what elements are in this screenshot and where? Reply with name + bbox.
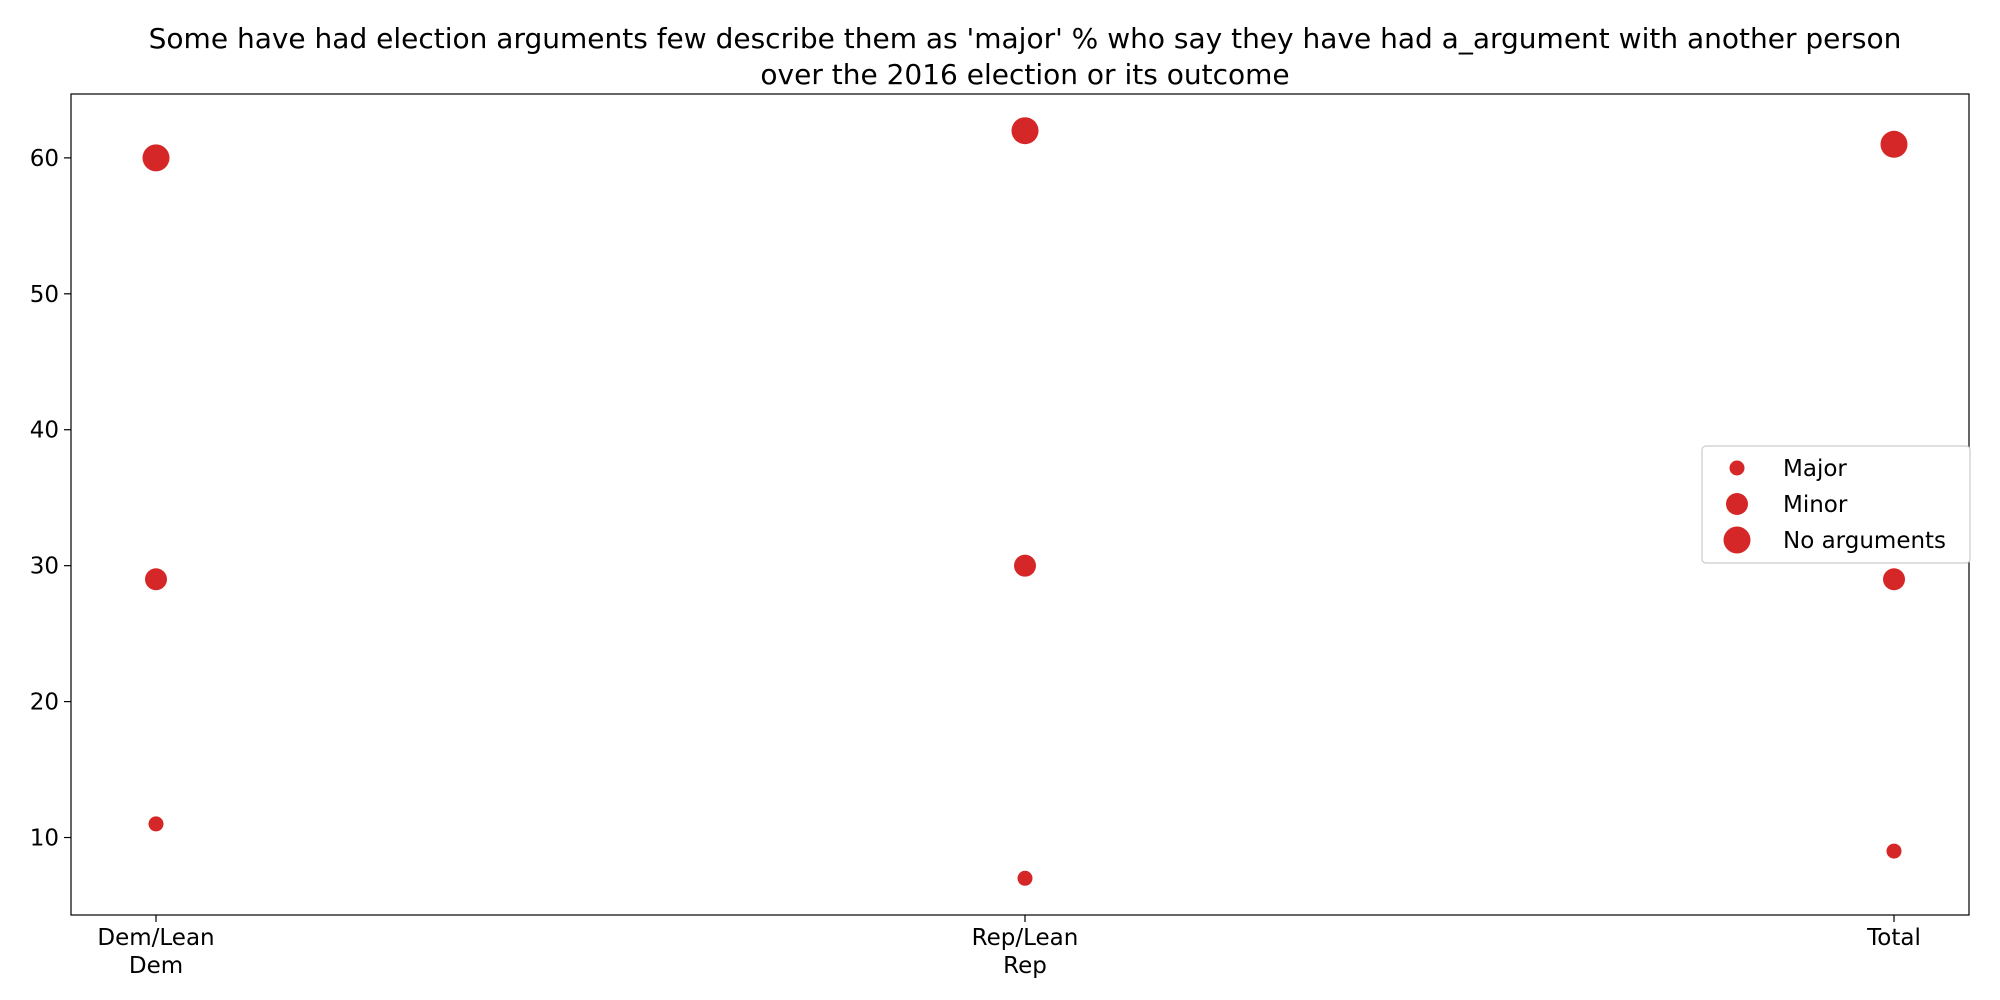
y-tick-label: 30	[30, 554, 59, 580]
legend: Major Minor No arguments	[1701, 445, 1971, 564]
legend-items: Major Minor No arguments	[1723, 456, 1946, 554]
legend-label: No arguments	[1783, 528, 1946, 554]
legend-label: Minor	[1783, 492, 1848, 518]
marker-minor-1	[1014, 554, 1036, 577]
x-tick-label: Total	[1866, 925, 1921, 951]
chart-title: Some have had election arguments few des…	[149, 22, 1902, 91]
y-axis: 10 20 30 40 50 60	[30, 146, 71, 852]
legend-box	[1701, 445, 1971, 564]
y-tick-label: 50	[30, 282, 59, 308]
scatter-markers	[142, 117, 1908, 886]
y-tick-label: 10	[30, 826, 59, 852]
marker-minor-2	[1883, 568, 1905, 591]
y-tick-label: 40	[30, 418, 59, 444]
chart-title-line-1: Some have had election arguments few des…	[149, 22, 1902, 55]
marker-minor-0	[145, 568, 167, 591]
legend-marker-no-arguments	[1723, 526, 1751, 554]
x-tick-label: Rep	[1003, 953, 1047, 979]
marker-major-0	[148, 816, 164, 832]
marker-no-arguments-1	[1011, 117, 1039, 145]
x-tick-label: Dem	[129, 953, 183, 979]
y-tick-label: 20	[30, 690, 59, 716]
marker-no-arguments-2	[1880, 130, 1908, 158]
marker-no-arguments-0	[142, 144, 170, 172]
x-tick-label: Dem/Lean	[97, 925, 214, 951]
marker-major-2	[1886, 843, 1902, 859]
legend-marker-minor	[1726, 493, 1748, 515]
y-tick-label: 60	[30, 146, 59, 172]
legend-marker-major	[1729, 460, 1745, 476]
chart-title-line-2: over the 2016 election or its outcome	[760, 58, 1289, 91]
marker-major-1	[1017, 870, 1033, 886]
legend-label: Major	[1783, 456, 1847, 482]
x-tick-label: Rep/Lean	[972, 925, 1079, 951]
